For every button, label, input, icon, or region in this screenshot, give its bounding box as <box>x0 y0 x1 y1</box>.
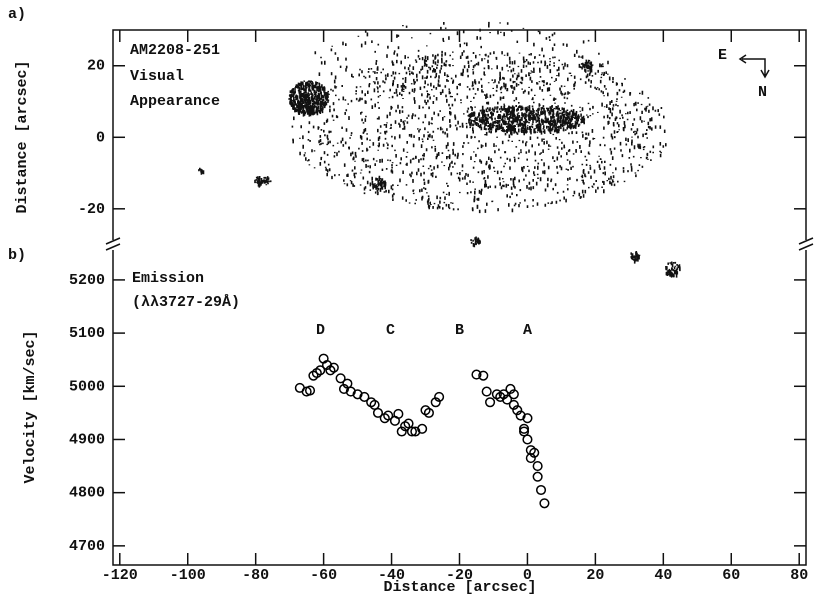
data-point <box>471 369 482 380</box>
y-tick-label: 5000 <box>69 378 105 395</box>
annotation: Visual <box>130 68 184 85</box>
galaxy-image <box>198 21 681 278</box>
data-point <box>423 407 434 418</box>
data-point <box>383 410 394 421</box>
data-point <box>393 408 404 419</box>
y-tick-label: 4900 <box>69 431 105 448</box>
x-tick-label: 80 <box>790 567 808 584</box>
data-point <box>338 383 350 394</box>
y-tick-label: 5100 <box>69 325 105 342</box>
x-tick-label: -100 <box>170 567 206 584</box>
y-tick-label: 0 <box>96 129 105 146</box>
data-point <box>372 407 384 418</box>
data-point <box>512 405 523 416</box>
data-point <box>417 423 428 434</box>
y-axis-label: Velocity [km/sec] <box>22 330 39 483</box>
y-tick-label: -20 <box>78 201 105 218</box>
data-point <box>508 399 519 410</box>
data-point <box>518 423 530 434</box>
y-tick-label: 5200 <box>69 272 105 289</box>
data-point <box>396 426 407 437</box>
data-point <box>515 410 526 421</box>
annotation: AM2208-251 <box>130 42 220 59</box>
data-point <box>328 362 339 373</box>
y-tick-label: 20 <box>87 58 105 75</box>
annotation: (λλ3727-29Å) <box>132 294 240 311</box>
panel-label: a) <box>8 6 26 23</box>
data-point <box>498 389 509 400</box>
data-point <box>535 484 547 496</box>
data-point <box>352 389 363 400</box>
region-label: B <box>455 322 464 339</box>
data-point <box>478 370 489 381</box>
data-point <box>508 389 519 400</box>
data-point <box>505 383 516 394</box>
panel-label: b) <box>8 247 26 264</box>
data-point <box>522 413 533 424</box>
compass-label: E <box>718 47 727 64</box>
compass-arrow <box>738 54 770 79</box>
data-point <box>410 426 421 437</box>
data-point <box>485 397 496 408</box>
data-point <box>335 373 346 384</box>
x-tick-label: -120 <box>102 567 138 584</box>
data-point <box>481 386 492 397</box>
x-tick-label: -60 <box>310 567 337 584</box>
y-tick-label: 4800 <box>69 485 105 502</box>
data-point <box>304 385 316 396</box>
data-point <box>430 397 441 408</box>
annotation: Appearance <box>130 93 220 110</box>
data-point <box>532 461 543 472</box>
x-tick-label: -80 <box>242 567 269 584</box>
x-tick-label: 20 <box>586 567 604 584</box>
region-label: C <box>386 322 395 339</box>
y-axis-label: Distance [arcsec] <box>14 60 31 213</box>
data-point <box>406 426 417 437</box>
x-tick-label: 40 <box>654 567 672 584</box>
compass-label: N <box>758 84 767 101</box>
data-point <box>529 447 540 458</box>
data-point <box>359 391 370 402</box>
axis-break <box>105 237 814 251</box>
x-tick-label: -20 <box>446 567 473 584</box>
data-point <box>532 471 543 482</box>
x-tick-label: 60 <box>722 567 740 584</box>
annotation: Emission <box>132 270 204 287</box>
data-point <box>321 359 333 371</box>
data-point <box>502 394 513 405</box>
data-point <box>315 365 326 376</box>
x-tick-label: 0 <box>523 567 532 584</box>
y-tick-label: 4700 <box>69 538 105 555</box>
data-point <box>522 434 533 445</box>
data-point <box>525 453 536 464</box>
data-point <box>434 391 445 402</box>
x-axis-label: Distance [arcsec] <box>383 579 536 596</box>
data-point <box>345 386 356 397</box>
region-label: D <box>316 322 325 339</box>
x-tick-label: -40 <box>378 567 405 584</box>
data-point <box>539 498 550 509</box>
region-label: A <box>523 322 532 339</box>
